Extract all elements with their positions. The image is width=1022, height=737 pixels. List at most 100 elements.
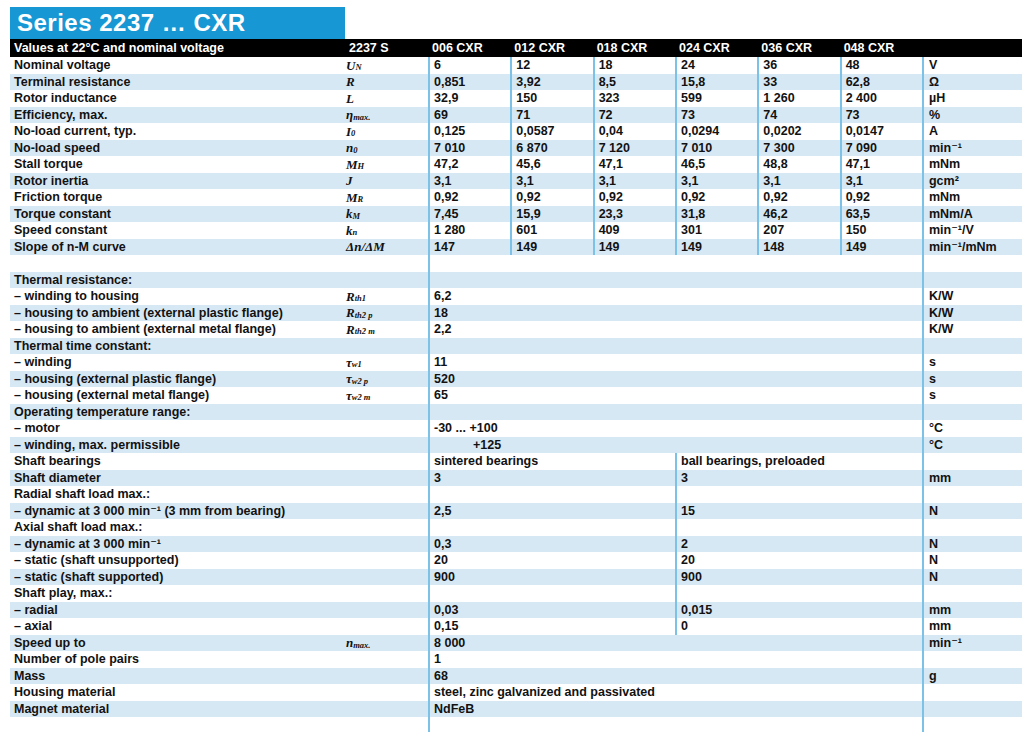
param-symbol [345, 585, 428, 602]
value-cell: 24 [675, 57, 757, 74]
value-cell [675, 486, 922, 503]
value-cell: 31,8 [675, 206, 757, 223]
value-cell: 520 [428, 371, 922, 388]
table-row: Friction torqueMR0,920,920,920,920,920,9… [10, 189, 1022, 206]
param-label: – housing to ambient (external metal fla… [10, 321, 345, 338]
symbol-base: J [346, 174, 353, 187]
param-label: Stall torque [10, 156, 345, 173]
value-cell: 0,0147 [840, 123, 922, 140]
symbol-base: M [346, 191, 358, 204]
table-row: Operating temperature range: [10, 404, 1022, 421]
param-symbol [345, 338, 428, 355]
value-cell: 149 [510, 239, 592, 256]
value-cell: 2,2 [428, 321, 922, 338]
param-symbol: UN [345, 57, 428, 74]
symbol-subscript: n [353, 228, 358, 237]
value-cell: 6 [428, 57, 510, 74]
unit-cell: mm [922, 602, 1022, 619]
value-cell: 48,8 [757, 156, 839, 173]
value-cell: 15,9 [510, 206, 592, 223]
value-cell: 12 [510, 57, 592, 74]
value-cell: 150 [510, 90, 592, 107]
param-label: – housing (external plastic flange) [10, 371, 345, 388]
param-label: No-load speed [10, 140, 345, 157]
unit-cell: mNm [922, 189, 1022, 206]
unit-cell: °C [922, 437, 1022, 454]
param-label: – winding to housing [10, 288, 345, 305]
value-cell: 73 [675, 107, 757, 124]
value-cell: 301 [675, 222, 757, 239]
value-cell: 0,03 [428, 602, 675, 619]
param-symbol: Δn/ΔM [345, 239, 428, 256]
value-cell: 2 400 [840, 90, 922, 107]
unit-cell: mm [922, 618, 1022, 635]
param-symbol [345, 470, 428, 487]
value-cell [428, 338, 922, 355]
unit-cell [922, 338, 1022, 355]
unit-cell: min⁻¹/mNm [922, 239, 1022, 256]
spec-table-body: Nominal voltageUN61218243648VTerminal re… [10, 57, 1022, 732]
unit-cell: s [922, 354, 1022, 371]
value-cell: 147 [428, 239, 510, 256]
table-row: – dynamic at 3 000 min⁻¹ (3 mm from bear… [10, 503, 1022, 520]
symbol-subscript: w2 p [352, 377, 368, 386]
table-row: – housing to ambient (external plastic f… [10, 305, 1022, 322]
value-cell: 149 [675, 239, 757, 256]
param-symbol: Rth2 p [345, 305, 428, 322]
value-cell: 45,6 [510, 156, 592, 173]
param-label: Shaft diameter [10, 470, 345, 487]
table-row: Rotor inertiaJ3,13,13,13,13,13,1gcm² [10, 173, 1022, 190]
value-cell: 7 010 [428, 140, 510, 157]
table-row: Torque constantkM7,4515,923,331,846,263,… [10, 206, 1022, 223]
table-row: Magnet material NdFeB [10, 701, 1022, 718]
param-label: Magnet material [10, 701, 345, 718]
value-cell: 0,3 [428, 536, 675, 553]
spacer-cell [428, 255, 922, 272]
param-label: Torque constant [10, 206, 345, 223]
unit-cell: N [922, 569, 1022, 586]
value-cell: 3,1 [593, 173, 675, 190]
value-cell: +125 [428, 437, 922, 454]
symbol-base: R [346, 75, 355, 88]
value-cell: 47,2 [428, 156, 510, 173]
param-label: Rotor inertia [10, 173, 345, 190]
param-label: – dynamic at 3 000 min⁻¹ (3 mm from bear… [10, 503, 345, 520]
table-row: Shaft play, max.: [10, 585, 1022, 602]
unit-cell: g [922, 668, 1022, 685]
param-symbol [345, 519, 428, 536]
table-row: Slope of n-M curveΔn/ΔM14714914914914814… [10, 239, 1022, 256]
table-row: No-load speedn07 0106 8707 1207 0107 300… [10, 140, 1022, 157]
symbol-subscript: M [353, 212, 361, 221]
header-model-label: 036 CXR [757, 39, 839, 57]
value-cell: 32,9 [428, 90, 510, 107]
header-model-label: 048 CXR [840, 39, 922, 57]
table-row: Housing materialsteel, zinc galvanized a… [10, 684, 1022, 701]
symbol-subscript: th1 [355, 294, 366, 303]
param-label: Shaft play, max.: [10, 585, 345, 602]
value-cell: 148 [757, 239, 839, 256]
unit-cell: N [922, 552, 1022, 569]
value-cell: 15,8 [675, 74, 757, 91]
symbol-base: U [346, 59, 355, 72]
symbol-base: η [346, 108, 353, 121]
param-symbol: L [345, 90, 428, 107]
param-symbol: Rth1 [345, 288, 428, 305]
table-row: – housing (external plastic flange)τw2 p… [10, 371, 1022, 388]
table-row: Stall torqueMH47,245,647,146,548,847,1mN… [10, 156, 1022, 173]
param-label: – dynamic at 3 000 min⁻¹ [10, 536, 345, 553]
value-cell: 0,0202 [757, 123, 839, 140]
value-cell: 71 [510, 107, 592, 124]
value-cell: NdFeB [428, 701, 922, 718]
value-cell: 0,92 [757, 189, 839, 206]
value-cell: 46,5 [675, 156, 757, 173]
spacer-cell [922, 255, 1022, 272]
value-cell: 0,0294 [675, 123, 757, 140]
symbol-subscript: w2 m [352, 393, 371, 402]
value-cell: 7 300 [757, 140, 839, 157]
param-label: – static (shaft supported) [10, 569, 345, 586]
param-label: Thermal resistance: [10, 272, 345, 289]
table-row: – axial0,150mm [10, 618, 1022, 635]
unit-cell: µH [922, 90, 1022, 107]
value-cell: 20 [428, 552, 675, 569]
value-cell: 1 260 [757, 90, 839, 107]
